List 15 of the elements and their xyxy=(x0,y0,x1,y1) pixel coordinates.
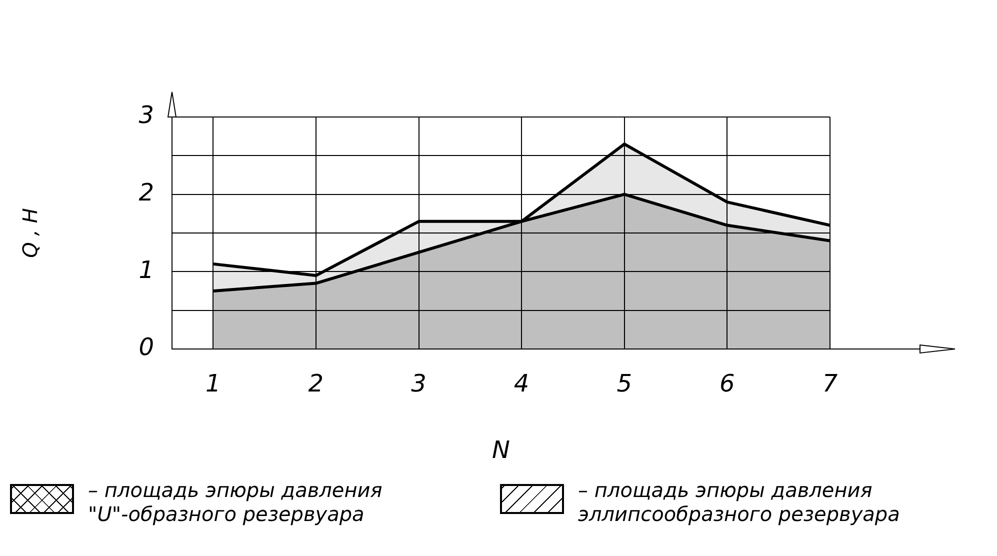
x-tick-label: 1 xyxy=(205,370,221,398)
y-tick-label: 0 xyxy=(138,333,154,362)
y-tick-label: 3 xyxy=(138,101,154,130)
x-tick-label: 6 xyxy=(720,370,735,398)
x-tick-label: 5 xyxy=(616,370,632,398)
y-tick-label: 1 xyxy=(138,256,154,284)
legend-label: – площадь эпюры давления эллипсообразного резервуара xyxy=(578,478,901,526)
x-tick-label: 7 xyxy=(822,370,838,398)
legend-label: – площадь эпюры давления "U"-образного резервуара xyxy=(88,478,384,526)
x-tick-label: 3 xyxy=(411,370,426,398)
x-tick-label: 4 xyxy=(514,370,530,398)
y-tick-label: 2 xyxy=(138,178,154,207)
x-tick-label: 2 xyxy=(308,370,324,398)
y-axis-title: Q , H xyxy=(18,208,42,258)
x-axis-title: N xyxy=(492,436,510,464)
